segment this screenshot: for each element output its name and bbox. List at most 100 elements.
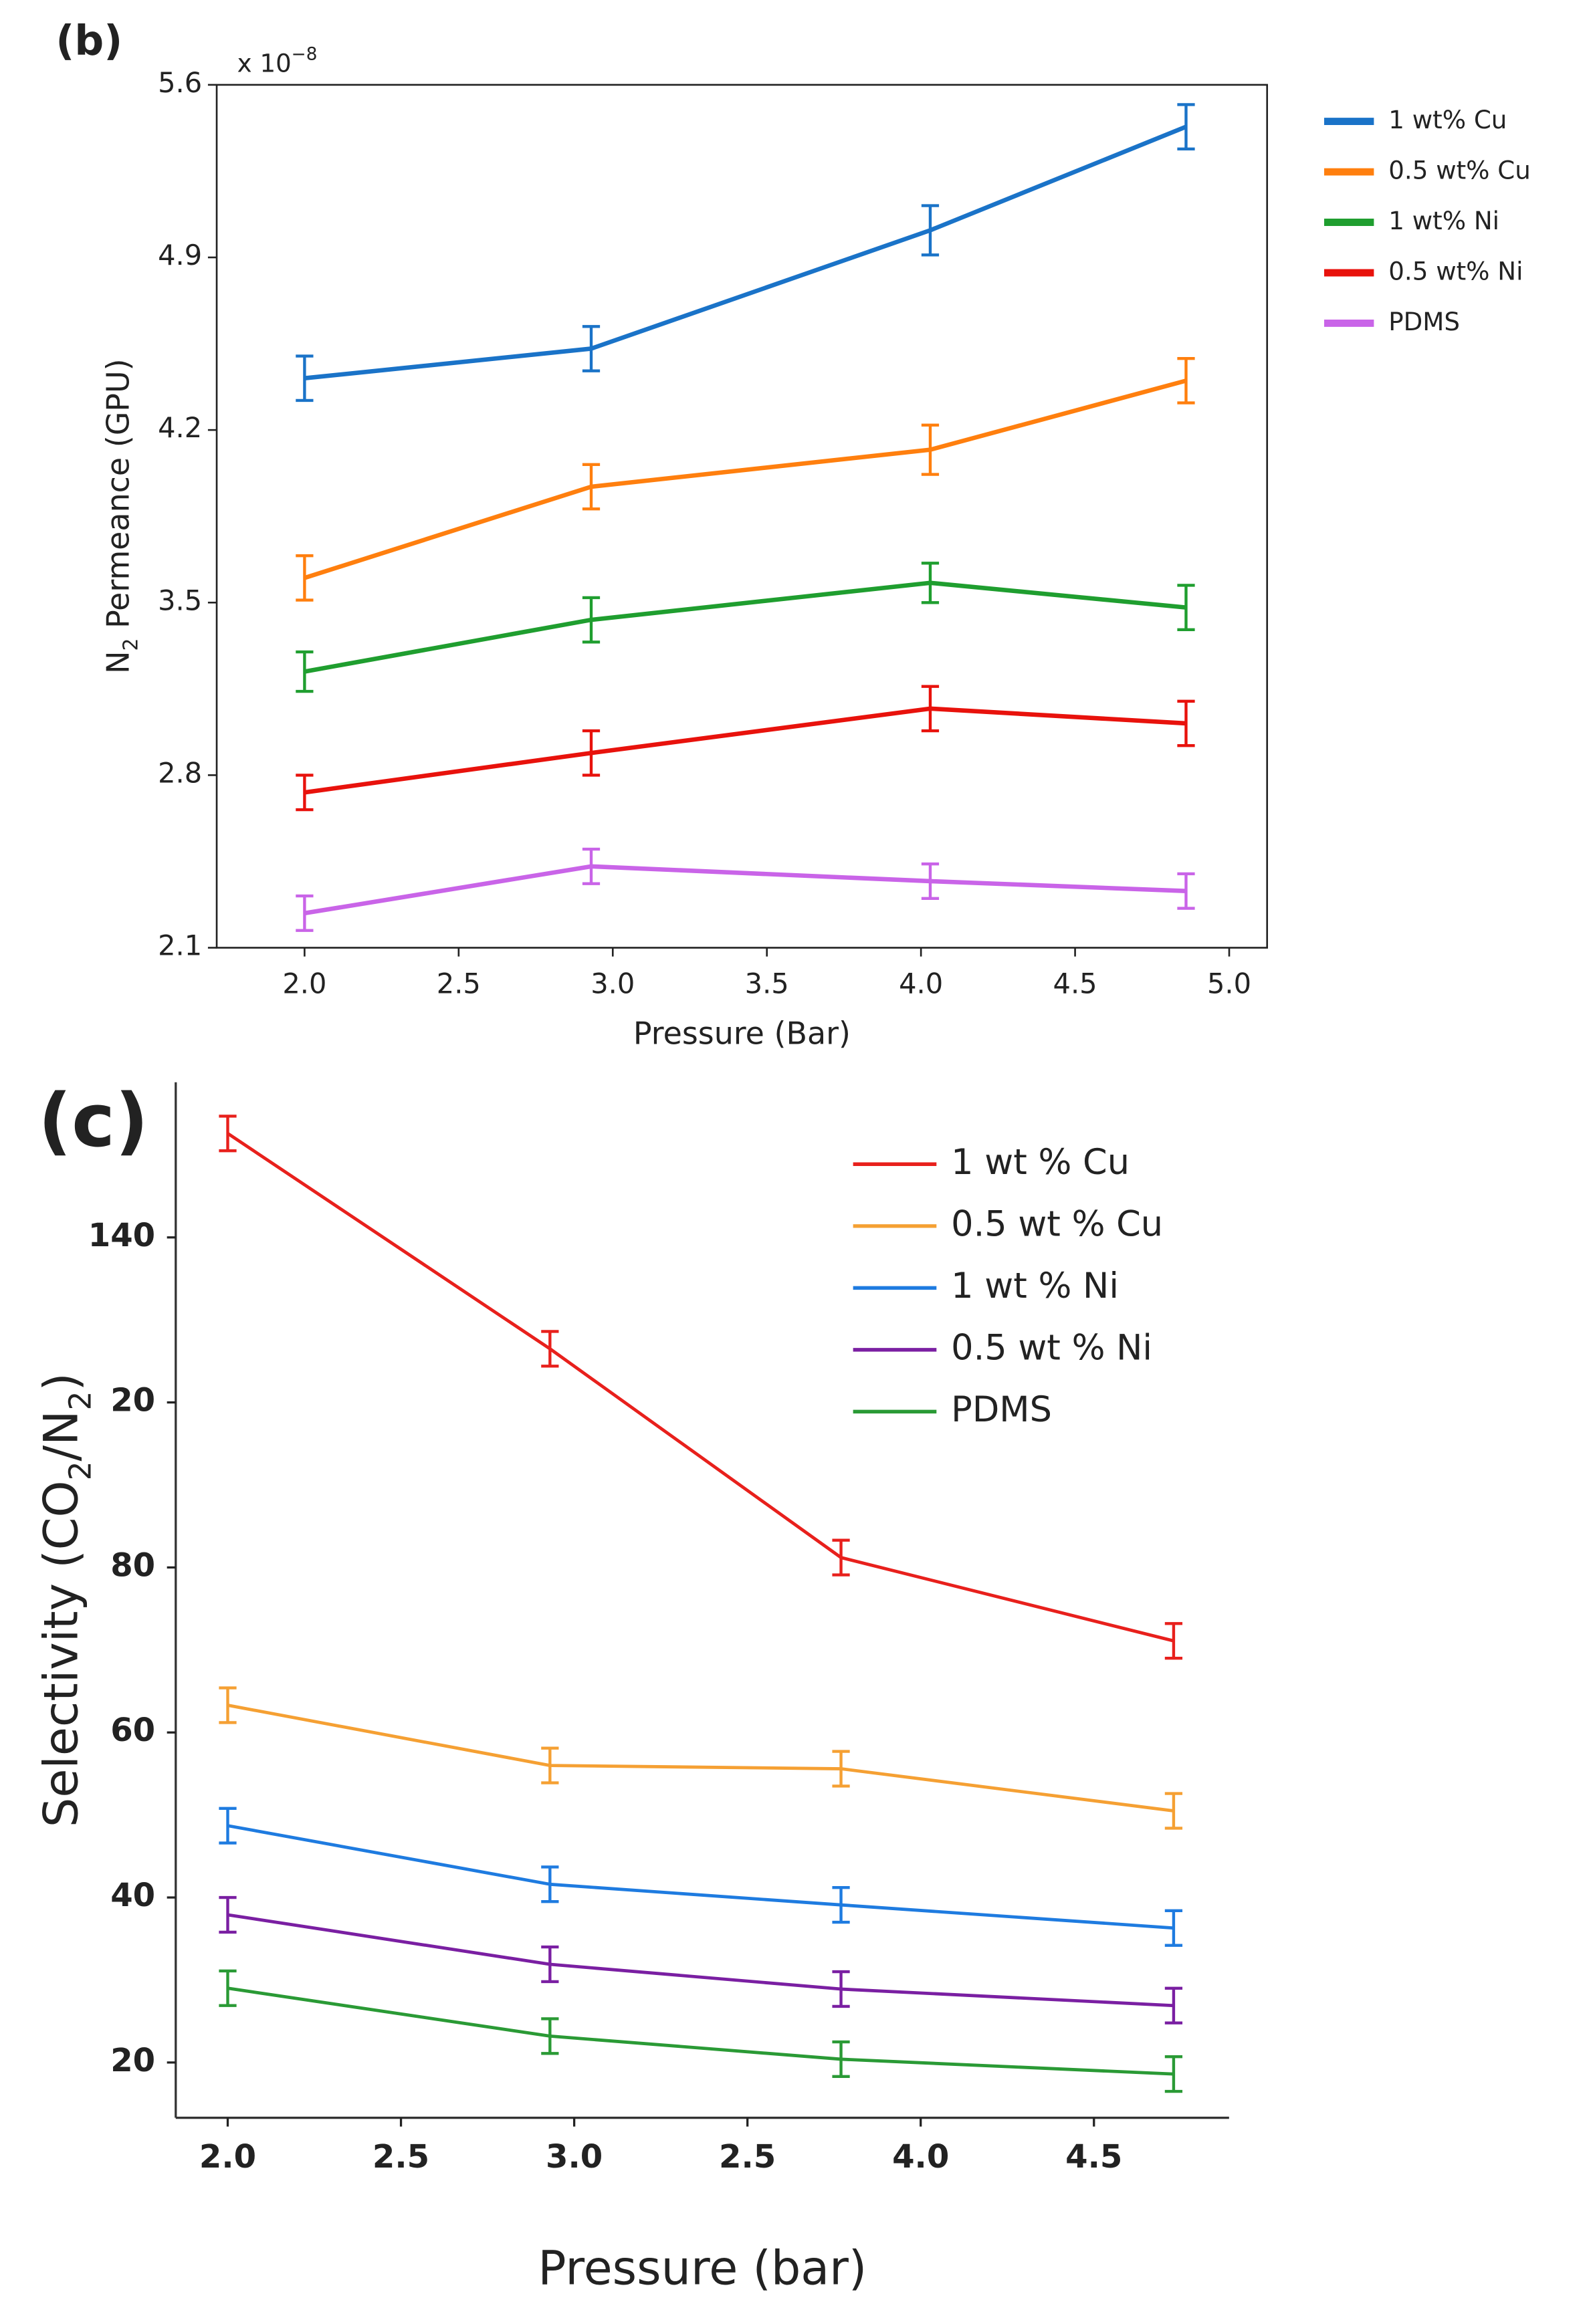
error-bar [219,1969,237,2007]
error-bar [832,1750,850,1788]
error-bar [921,562,940,604]
error-bar [832,1538,850,1577]
x-tick-label: 2.5 [437,967,481,1000]
y-tick-label: 4.9 [158,239,202,271]
error-bar [832,1886,850,1924]
plot-frame [215,84,1269,949]
series-line [304,124,1187,380]
legend-label: PDMS [1388,307,1460,336]
legend-label: 1 wt% Cu [1388,105,1507,134]
scale-exponent: −8 [292,44,318,64]
error-bar [296,894,314,932]
y-label-text: N [100,651,136,674]
error-bar [832,1970,850,2008]
series-line [304,378,1187,580]
scale-base: x 10 [237,48,292,78]
x-tick-label: 2.0 [282,967,326,1000]
error-bar [1177,357,1195,404]
y-label-subscript: 2 [63,1391,98,1411]
legend-label: PDMS [951,1389,1052,1430]
x-tick-label: 3.5 [745,967,789,1000]
error-bar [1177,699,1195,747]
error-bar [541,1330,559,1368]
series-line [227,1986,1174,2076]
x-axis-label: Pressure (bar) [538,2240,867,2295]
x-tick-label: 3.0 [591,967,635,1000]
series-line [227,1704,1174,1813]
error-bar [921,862,940,900]
error-bar [1177,584,1195,632]
y-tick-label: 20 [110,1382,155,1419]
series-line [227,1913,1174,2008]
error-bar [219,1115,237,1153]
error-bar [832,2040,850,2079]
error-bar [296,774,314,812]
y-label-subscript: 2 [120,638,143,651]
y-tick-label: 5.6 [158,66,202,99]
y-tick-label: 2.8 [158,756,202,789]
x-tick-label: 2.5 [719,2138,776,2176]
y-label-text: Selectivity (CO [34,1480,89,1827]
error-bar [296,650,314,693]
x-tick-label: 5.0 [1207,967,1251,1000]
error-bar [1177,872,1195,910]
x-tick-label: 4.5 [1065,2138,1122,2176]
y-label-text: ) [34,1373,89,1391]
y-axis-label: Selectivity (CO2/N2) [34,1373,98,1827]
error-bar [1164,1622,1183,1660]
y-tick-label: 3.5 [158,584,202,616]
y-tick-label: 140 [88,1217,155,1254]
series-line [304,580,1186,674]
error-bar [582,596,601,644]
y-label-subscript: 2 [63,1461,98,1480]
error-bar [921,685,940,733]
error-bar [219,1807,237,1845]
series-line [227,1132,1174,1643]
legend-label: 1 wt % Cu [951,1142,1130,1183]
error-bar [296,354,314,402]
chart-title: (b) [56,17,122,65]
error-bar [541,1746,559,1784]
x-tick-label: 4.0 [892,2138,949,2176]
y-label-text: /N [34,1411,89,1462]
x-tick-label: 3.0 [546,2138,603,2176]
error-bar [1177,103,1195,150]
error-bar [1164,1909,1183,1947]
legend-label: 1 wt% Ni [1388,206,1499,235]
legend-label: 0.5 wt % Ni [951,1328,1152,1369]
error-bar [582,325,601,372]
y-tick-label: 4.2 [158,411,202,444]
error-bar [541,2017,559,2055]
y-tick-label: 20 [110,2042,155,2079]
x-tick-label: 4.5 [1053,967,1097,1000]
series-line [304,706,1186,795]
error-bar [582,847,601,885]
legend-label: 1 wt % Ni [951,1266,1119,1306]
error-bar [921,423,940,476]
error-bar [582,729,601,777]
y-axis-label: N2 Permeance (GPU) [100,359,143,674]
x-tick-label: 2.5 [373,2138,429,2176]
error-bar [582,463,601,511]
series-line [227,1824,1174,1930]
x-tick-label: 4.0 [899,967,943,1000]
error-bar [296,554,314,602]
series-line [304,864,1186,916]
y-tick-label: 2.1 [158,929,202,962]
legend-label: 0.5 wt% Cu [1388,156,1531,185]
error-bar [1164,1986,1183,2024]
legend-label: 0.5 wt% Ni [1388,256,1523,285]
y-label-text: Permeance (GPU) [100,359,136,638]
error-bar [541,1945,559,1984]
scale-label: x 10−8 [237,44,318,78]
error-bar [1164,1792,1183,1830]
y-tick-label: 80 [110,1546,155,1584]
error-bar [219,1895,237,1934]
error-bar [541,1865,559,1903]
chart-title: (c) [38,1078,148,1163]
y-tick-label: 60 [110,1712,155,1749]
x-tick-label: 2.0 [199,2138,256,2176]
error-bar [219,1686,237,1724]
x-axis-label: Pressure (Bar) [633,1015,851,1051]
